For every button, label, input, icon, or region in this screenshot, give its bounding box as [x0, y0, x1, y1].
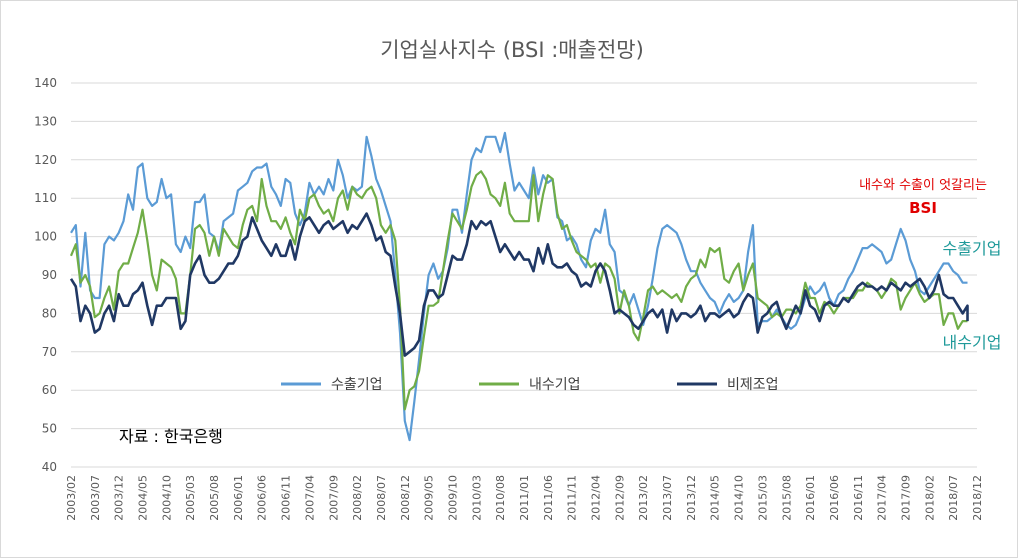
series-line-export: [70, 131, 968, 442]
x-tick-label: 2008/07: [375, 475, 388, 521]
x-tick-label: 2011/06: [542, 475, 555, 521]
y-tick-label: 50: [42, 422, 57, 436]
annotation-line-2: BSI: [909, 199, 937, 217]
end-label-domestic: 내수기업: [943, 333, 1002, 352]
x-tick-label: 2004/05: [137, 475, 150, 521]
x-tick-label: 2007/04: [303, 475, 316, 521]
x-tick-label: 2018/12: [971, 475, 984, 521]
x-tick-label: 2009/05: [423, 475, 436, 521]
x-tick-label: 2005/03: [184, 475, 197, 521]
x-tick-label: 2012/04: [590, 475, 603, 521]
series-line-nonmanufacturing: [69, 212, 969, 357]
y-tick-label: 140: [34, 76, 57, 90]
gridlines: [71, 82, 977, 468]
x-tick-label: 2006/11: [280, 475, 293, 521]
x-tick-label: 2013/02: [637, 475, 650, 521]
x-tick-label: 2004/10: [160, 475, 173, 521]
x-tick-label: 2008/02: [351, 475, 364, 521]
x-tick-label: 2017/04: [876, 475, 889, 521]
x-tick-label: 2014/10: [733, 475, 746, 521]
x-tick-label: 2003/12: [113, 475, 126, 521]
source-label: 자료 : 한국은행: [119, 427, 223, 446]
y-axis-ticks: 40 50 60 70 80 90 100 110 120 130 140: [34, 76, 57, 474]
y-tick-label: 100: [34, 230, 57, 244]
y-tick-label: 90: [42, 268, 57, 282]
x-tick-label: 2011/01: [518, 475, 531, 521]
x-tick-label: 2006/01: [232, 475, 245, 521]
y-tick-label: 40: [42, 460, 57, 474]
y-tick-label: 110: [34, 191, 57, 205]
x-tick-label: 2017/09: [899, 475, 912, 521]
legend: 수출기업 내수기업 비제조업: [281, 377, 779, 393]
x-tick-label: 2008/12: [399, 475, 412, 521]
chart-title: 기업실사지수 (BSI :매출전망): [380, 38, 644, 62]
x-tick-label: 2012/09: [613, 475, 626, 521]
x-tick-label: 2006/06: [256, 475, 269, 521]
x-tick-label: 2003/07: [89, 475, 102, 521]
x-tick-label: 2015/03: [756, 475, 769, 521]
x-tick-label: 2016/06: [828, 475, 841, 521]
series-line-domestic: [69, 170, 968, 411]
x-tick-label: 2015/08: [780, 475, 793, 521]
legend-label-export: 수출기업: [331, 377, 383, 393]
x-tick-label: 2003/02: [65, 475, 78, 521]
y-tick-label: 120: [34, 153, 57, 167]
y-tick-label: 60: [42, 383, 57, 397]
x-tick-label: 2009/10: [446, 475, 459, 521]
x-tick-label: 2007/09: [327, 475, 340, 521]
legend-label-domestic: 내수기업: [529, 377, 581, 393]
y-tick-label: 70: [42, 345, 57, 359]
x-tick-label: 2016/01: [804, 475, 817, 521]
legend-label-nonmanufacturing: 비제조업: [727, 377, 779, 393]
x-tick-label: 2016/11: [852, 475, 865, 521]
y-tick-label: 80: [42, 306, 57, 320]
x-axis-ticks: 2003/02 2003/07 2003/12 2004/05 2004/10 2005/…: [65, 475, 984, 521]
x-tick-label: 2018/02: [923, 475, 936, 521]
annotation-line-1: 내수와 수출이 엇갈리는: [859, 178, 987, 193]
x-tick-label: 2011/11: [566, 475, 579, 521]
y-tick-label: 130: [34, 114, 57, 128]
x-tick-label: 2010/08: [494, 475, 507, 521]
x-tick-label: 2010/03: [470, 475, 483, 521]
x-tick-label: 2018/07: [947, 475, 960, 521]
x-tick-label: 2005/08: [208, 475, 221, 521]
series-lines: [69, 131, 969, 442]
x-tick-label: 2013/07: [661, 475, 674, 521]
x-tick-label: 2013/12: [685, 475, 698, 521]
end-label-export: 수출기업: [943, 239, 1002, 258]
x-tick-label: 2014/05: [709, 475, 722, 521]
